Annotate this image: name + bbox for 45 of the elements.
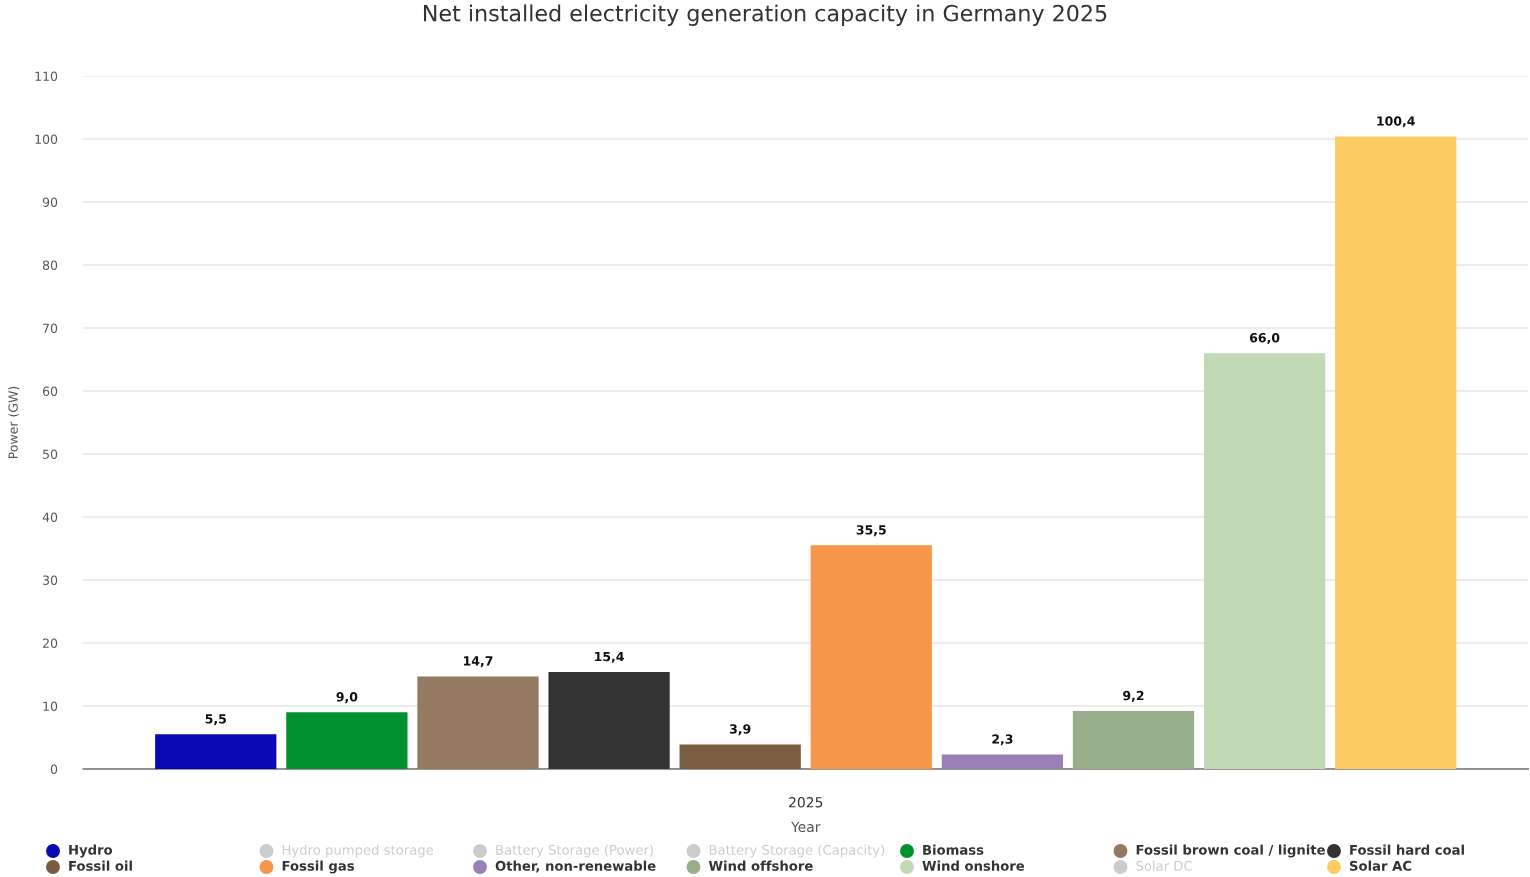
data-label: 100,4 (1377, 116, 1415, 128)
data-label: 9,2 (1123, 690, 1144, 702)
legend-label: Hydro (69, 844, 113, 858)
chart-title: Net installed electricity generation capacity in Germany 2025 (423, 4, 1107, 26)
legend-label: Fossil oil (69, 860, 132, 871)
y-tick-label: 90 (42, 197, 58, 207)
legend-label: Fossil gas (282, 860, 354, 874)
data-label: 66,0 (1249, 332, 1280, 345)
legend-label: Wind onshore (922, 860, 1025, 871)
y-tick-label: 80 (42, 260, 58, 270)
data-label: 14,7 (463, 656, 493, 668)
bar (1072, 711, 1195, 769)
data-label: 5,5 (205, 714, 226, 726)
legend-label: Fossil hard coal (1350, 844, 1464, 855)
bar (417, 676, 539, 769)
legend-label: Biomass (923, 844, 984, 855)
bar (679, 744, 801, 769)
y-tick-label: 110 (35, 71, 58, 81)
legend-label: Solar AC (1349, 860, 1412, 871)
y-tick-label: 50 (43, 449, 58, 459)
y-tick-label: 40 (42, 512, 58, 522)
y-tick-label: 100 (35, 134, 58, 144)
bar (1335, 136, 1457, 769)
bar (941, 754, 1064, 769)
data-label: 3,9 (729, 724, 751, 736)
y-tick-label: 30 (43, 575, 58, 585)
y-tick-label: 20 (43, 638, 58, 648)
bar (286, 712, 408, 769)
data-label: 35,5 (856, 525, 886, 537)
data-label: 2,3 (992, 734, 1013, 746)
legend-label: Fossil brown coal / lignite (1136, 844, 1325, 858)
data-label: 15,4 (595, 651, 624, 663)
y-tick-label: 70 (43, 323, 58, 333)
y-axis-title: Power (GW) (8, 386, 20, 459)
data-label: 9,0 (336, 692, 358, 704)
bar (155, 734, 277, 769)
y-tick-label: 60 (42, 386, 58, 396)
bar (810, 545, 932, 769)
y-tick-label: 0 (50, 764, 58, 774)
x-tick-label: 2025 (789, 797, 823, 808)
y-tick-label: 10 (43, 701, 58, 711)
x-axis-title: Year (791, 821, 821, 833)
bar (1203, 353, 1326, 769)
legend-label: Wind offshore (708, 860, 813, 871)
legend-label: Other, non-renewable (495, 860, 656, 873)
